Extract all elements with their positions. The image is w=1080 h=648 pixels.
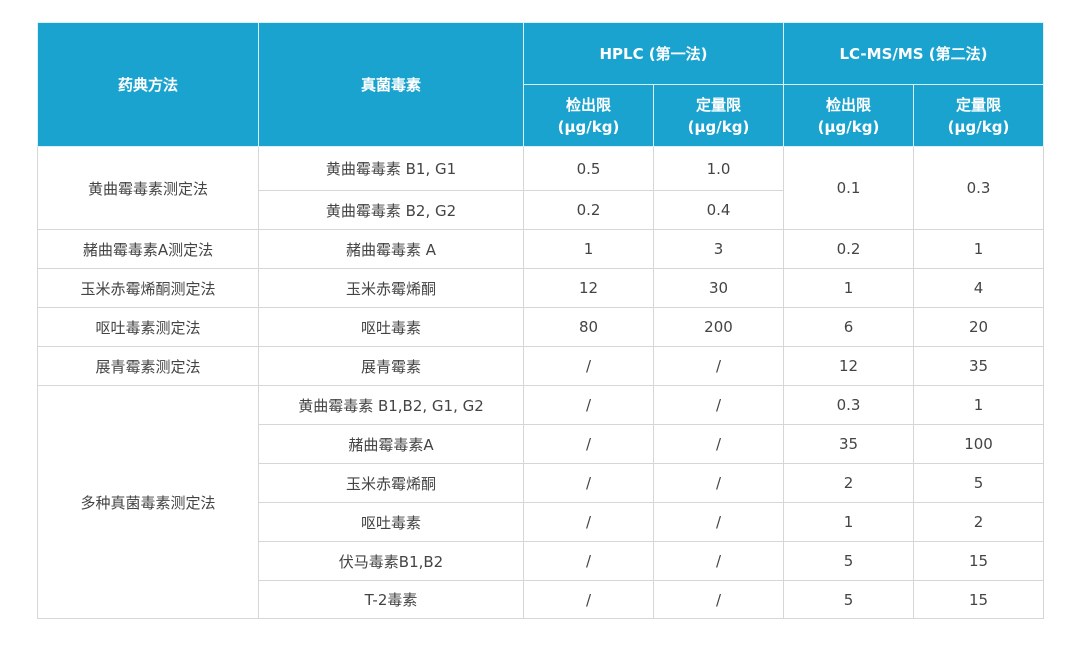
header-method: 药典方法	[37, 22, 259, 147]
toxin-cell: 展青霉素	[258, 346, 524, 386]
lcms-loq-cell: 2	[912, 502, 1045, 542]
unit-label: (μg/kg)	[947, 117, 1010, 136]
loq-label: 定量限	[695, 95, 741, 114]
hplc-loq-cell: /	[653, 580, 784, 619]
hplc-lod-cell: 80	[523, 307, 654, 347]
method-cell: 展青霉素测定法	[37, 346, 259, 386]
hplc-loq-cell: 30	[653, 268, 784, 308]
lcms-lod-cell: 12	[783, 346, 914, 386]
toxin-cell: 黄曲霉毒素 B2, G2	[258, 190, 524, 230]
table-row: 多种真菌毒素测定法 黄曲霉毒素 B1,B2, G1, G2//0.3 1	[37, 385, 1045, 619]
toxin-cell: 赭曲霉毒素 A	[258, 229, 524, 269]
toxin-cell: 赭曲霉毒素A	[258, 424, 524, 464]
lcms-lod-cell: 0.3	[783, 385, 914, 425]
hplc-loq-cell: 3	[653, 229, 784, 269]
hplc-lod-cell: 12	[523, 268, 654, 308]
hplc-lod-cell: /	[523, 463, 654, 503]
hplc-lod-cell: 0.2	[523, 190, 654, 230]
toxin-cell: 黄曲霉毒素 B1, G1	[258, 146, 524, 191]
lod-label: 检出限	[825, 95, 871, 114]
toxin-cell: 玉米赤霉烯酮	[258, 463, 524, 503]
hplc-loq-cell: 0.4	[653, 190, 784, 230]
loq-label: 定量限	[956, 95, 1002, 114]
header-lcms: LC-MS/MS (第二法)	[782, 22, 1045, 85]
lcms-lod-cell: 1	[783, 268, 914, 308]
hplc-lod-cell: /	[523, 346, 654, 386]
lcms-loq-cell: 1	[912, 385, 1045, 425]
hplc-loq-cell: 200	[653, 307, 784, 347]
table-row: 黄曲霉毒素 B2, G2 0.2 0.4	[38, 190, 1044, 230]
table-row: T-2毒素 //5 15	[38, 580, 1045, 619]
lcms-lod-cell: 35	[783, 424, 914, 464]
hplc-lod-cell: 0.5	[523, 146, 654, 191]
toxin-cell: 玉米赤霉烯酮	[258, 268, 524, 308]
header-toxin: 真菌毒素	[258, 22, 524, 147]
hplc-loq-cell: /	[653, 541, 784, 581]
lcms-loq-cell: 15	[912, 580, 1045, 619]
unit-label: (μg/kg)	[687, 117, 750, 136]
table-row: 呕吐毒素测定法 呕吐毒素 80 200 6 20	[37, 307, 1045, 347]
toxin-cell: 黄曲霉毒素 B1,B2, G1, G2	[258, 385, 524, 425]
method-cell: 赭曲霉毒素A测定法	[37, 229, 259, 269]
unit-label: (μg/kg)	[817, 117, 880, 136]
lcms-loq-cell: 100	[912, 424, 1045, 464]
lcms-lod-cell: 1	[783, 502, 914, 542]
header-hplc-loq: 定量限 (μg/kg)	[653, 84, 784, 147]
table-row: 赭曲霉毒素A //35 100	[38, 424, 1045, 464]
lcms-loq-cell: 1	[912, 229, 1045, 269]
hplc-loq-cell: /	[653, 346, 784, 386]
table-row: 黄曲霉毒素测定法 黄曲霉毒素 B1, G1 0.5 1.0 0.1 0.3	[37, 146, 1045, 230]
header-hplc-lod: 检出限 (μg/kg)	[523, 84, 654, 147]
method-cell: 呕吐毒素测定法	[37, 307, 259, 347]
table-row: 赭曲霉毒素A测定法 赭曲霉毒素 A 1 3 0.2 1	[37, 229, 1045, 269]
header-hplc: HPLC (第一法)	[523, 22, 784, 85]
toxin-cell: 伏马毒素B1,B2	[258, 541, 524, 581]
hplc-loq-cell: /	[653, 502, 784, 542]
method-cell: 玉米赤霉烯酮测定法	[37, 268, 259, 308]
lcms-loq-cell: 0.3	[912, 146, 1045, 230]
lcms-lod-cell: 6	[783, 307, 914, 347]
table-row: 伏马毒素B1,B2//5 15	[38, 541, 1045, 581]
table-row: 玉米赤霉烯酮测定法 玉米赤霉烯酮 12 30 1 4	[37, 268, 1045, 308]
hplc-lod-cell: /	[523, 424, 654, 464]
toxin-cell: T-2毒素	[258, 580, 524, 619]
table-row: 呕吐毒素 //1 2	[38, 502, 1045, 542]
lcms-loq-cell: 20	[912, 307, 1045, 347]
hplc-lod-cell: /	[523, 385, 654, 425]
lcms-loq-cell: 5	[912, 463, 1045, 503]
method-cell: 多种真菌毒素测定法	[37, 385, 259, 619]
header-lc-loq: 定量限 (μg/kg)	[912, 84, 1045, 147]
hplc-lod-cell: /	[523, 541, 654, 581]
lcms-lod-cell: 2	[783, 463, 914, 503]
hplc-loq-cell: 1.0	[653, 146, 784, 191]
toxin-cell: 呕吐毒素	[258, 307, 524, 347]
lcms-lod-cell: 0.2	[783, 229, 914, 269]
toxin-cell: 呕吐毒素	[258, 502, 524, 542]
table-row: 玉米赤霉烯酮 //2 5	[38, 463, 1045, 503]
hplc-loq-cell: /	[653, 424, 784, 464]
hplc-lod-cell: /	[523, 502, 654, 542]
header-lc-lod: 检出限 (μg/kg)	[783, 84, 914, 147]
hplc-lod-cell: /	[523, 580, 654, 619]
hplc-loq-cell: /	[653, 385, 784, 425]
lcms-loq-cell: 35	[912, 346, 1045, 386]
method-cell: 黄曲霉毒素测定法	[37, 146, 259, 230]
lcms-lod-cell: 5	[783, 541, 914, 581]
lod-label: 检出限	[565, 95, 611, 114]
detection-limits-table: 药典方法 真菌毒素 HPLC (第一法) LC-MS/MS (第二法) 检出限 (…	[37, 22, 1045, 619]
lcms-lod-cell: 5	[783, 580, 914, 619]
lcms-loq-cell: 4	[912, 268, 1045, 308]
table-row: 展青霉素测定法 展青霉素 //12 35	[37, 346, 1045, 386]
unit-label: (μg/kg)	[557, 117, 620, 136]
hplc-lod-cell: 1	[523, 229, 654, 269]
lcms-loq-cell: 15	[912, 541, 1045, 581]
lcms-lod-cell: 0.1	[783, 146, 914, 230]
hplc-loq-cell: /	[653, 463, 784, 503]
